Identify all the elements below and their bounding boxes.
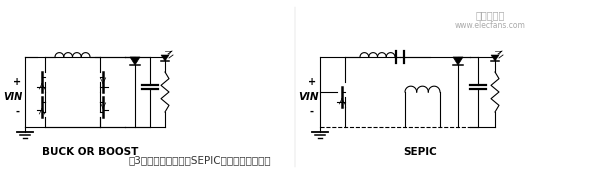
- Text: BUCK OR BOOST: BUCK OR BOOST: [42, 147, 138, 157]
- Text: SEPIC: SEPIC: [403, 147, 437, 157]
- Text: 图3降压或升压型以及SEPIC拓扑提供了更高的: 图3降压或升压型以及SEPIC拓扑提供了更高的: [129, 155, 271, 165]
- Polygon shape: [161, 55, 169, 61]
- Text: +: +: [308, 77, 316, 87]
- Polygon shape: [130, 57, 140, 65]
- Text: +: +: [13, 77, 21, 87]
- Polygon shape: [453, 57, 463, 65]
- Text: www.elecfans.com: www.elecfans.com: [454, 21, 525, 30]
- Text: 电子发烧友: 电子发烧友: [475, 10, 504, 20]
- Polygon shape: [491, 55, 499, 61]
- Text: -: -: [15, 107, 19, 117]
- Text: VIN: VIN: [298, 92, 318, 102]
- Text: -: -: [310, 107, 314, 117]
- Text: VIN: VIN: [4, 92, 23, 102]
